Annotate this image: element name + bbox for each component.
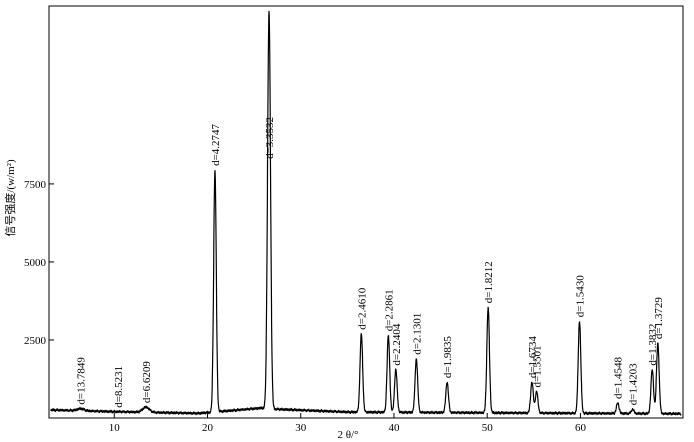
peak-label: d=1.4203 — [628, 363, 640, 405]
peak-label: d=2.2861 — [383, 289, 395, 331]
x-tick-label: 30 — [295, 422, 307, 434]
y-axis-title: 信号强度/(w/m²) — [3, 159, 17, 237]
peak-label: d=1.3832 — [647, 324, 659, 366]
y-axis-ticks: 2500 5000 7500 — [24, 179, 54, 347]
peak-label: d=1.8212 — [483, 261, 495, 303]
peak-label: d=8.5231 — [113, 366, 125, 408]
peak-label: d=4.2747 — [210, 123, 222, 165]
spectrum-line — [50, 10, 682, 416]
x-tick-label: 50 — [482, 422, 494, 434]
y-tick-label: 2500 — [24, 335, 47, 347]
peak-label: d=1.3729 — [653, 297, 665, 339]
peak-label: d=1.5501 — [532, 346, 544, 388]
peak-label: d=6.6209 — [141, 361, 153, 403]
peak-label: d=1.4548 — [613, 357, 625, 399]
y-tick-label: 5000 — [24, 257, 47, 269]
x-tick-label: 20 — [202, 422, 214, 434]
plot-frame — [48, 5, 684, 419]
x-tick-label: 60 — [575, 422, 587, 434]
y-tick-label: 7500 — [24, 179, 47, 191]
x-tick-label: 40 — [388, 422, 400, 434]
x-axis-ticks: 10 20 30 40 50 60 — [109, 413, 587, 434]
x-tick-label: 10 — [109, 422, 121, 434]
peak-label: d=1.9835 — [442, 336, 454, 378]
peak-label: d=2.2404 — [391, 323, 403, 365]
peak-label: d=1.6734 — [527, 336, 539, 378]
peak-label: d=3.3532 — [264, 117, 276, 159]
x-axis-title: 2 θ/° — [338, 429, 359, 441]
peak-labels: d=13.7849 d=8.5231 d=6.6209 d=4.2747 d=3.353… — [76, 117, 665, 408]
peak-label: d=13.7849 — [76, 357, 88, 405]
peak-label: d=2.4610 — [356, 287, 368, 329]
peak-label: d=1.5430 — [575, 275, 587, 317]
peak-label: d=2.1301 — [411, 313, 423, 355]
